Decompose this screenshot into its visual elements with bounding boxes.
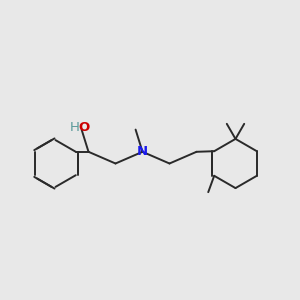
Text: O: O — [78, 121, 90, 134]
Text: N: N — [137, 145, 148, 158]
Text: H: H — [70, 121, 80, 134]
